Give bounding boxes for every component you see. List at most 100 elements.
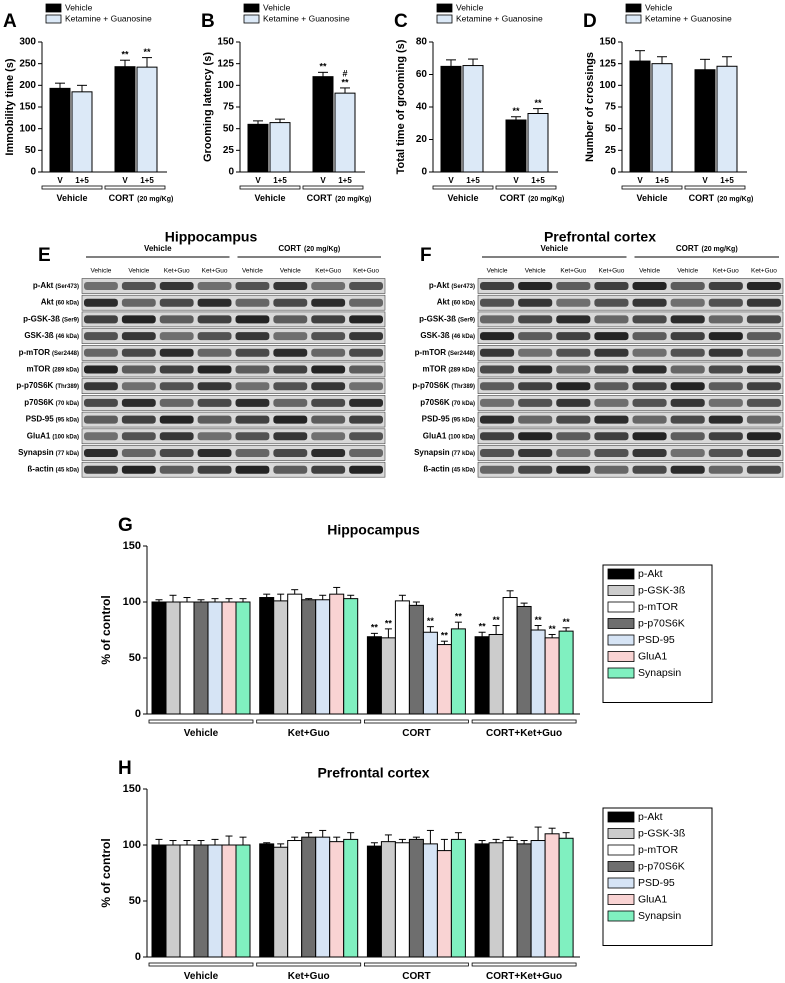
blot-band bbox=[518, 382, 553, 391]
significance: ** bbox=[385, 618, 393, 628]
blot-strip bbox=[81, 328, 386, 344]
protein-detail: (77 kDa) bbox=[452, 451, 475, 457]
lane-label: Ket+Guo bbox=[353, 268, 379, 275]
row-label: p-p70S6K (Thr389) bbox=[412, 381, 475, 390]
x-tick-label: 1+5 bbox=[466, 176, 480, 185]
legend-swatch bbox=[45, 14, 62, 24]
row-label: GluA1 (100 kDa) bbox=[27, 431, 79, 440]
group-name: CORT bbox=[402, 971, 430, 982]
panel-label: H bbox=[118, 758, 132, 779]
protein-name: GluA1 bbox=[423, 431, 447, 440]
group-bracket bbox=[621, 185, 683, 190]
blot-band bbox=[556, 332, 591, 341]
bar bbox=[273, 846, 289, 958]
blot-band bbox=[746, 382, 781, 391]
y-tick-label: 100 bbox=[217, 80, 234, 91]
legend-swatch bbox=[243, 3, 260, 13]
blot-band bbox=[311, 282, 346, 290]
panel-label: D bbox=[583, 11, 597, 32]
bar bbox=[151, 844, 167, 958]
significance: ** bbox=[319, 62, 327, 72]
blot-band bbox=[708, 398, 743, 407]
x-tick-label: 1+5 bbox=[140, 176, 154, 185]
blot-band bbox=[670, 398, 705, 407]
protein-detail: (45 kDa) bbox=[452, 467, 475, 473]
group-bracket bbox=[148, 719, 254, 724]
bar bbox=[716, 65, 738, 173]
row-label: mTOR (289 kDa) bbox=[26, 365, 79, 374]
protein-detail: (70 kDa) bbox=[56, 400, 79, 406]
bar bbox=[505, 119, 527, 173]
significance: ** bbox=[563, 617, 571, 627]
blot-band bbox=[556, 382, 591, 391]
panel-label: E bbox=[38, 245, 51, 266]
y-tick-label: 50 bbox=[129, 652, 141, 664]
bar bbox=[114, 66, 136, 173]
blot-band bbox=[594, 415, 629, 424]
chart-title: Hippocampus bbox=[327, 522, 420, 538]
blot-band bbox=[632, 382, 667, 391]
bar bbox=[315, 836, 331, 958]
blot-band bbox=[121, 298, 156, 307]
blot-band bbox=[708, 282, 743, 290]
blot-strip bbox=[81, 361, 386, 378]
blot-band bbox=[480, 332, 515, 341]
protein-detail: (45 kDa) bbox=[56, 467, 79, 473]
legend-label: GluA1 bbox=[638, 893, 667, 905]
protein-detail: (70 kDa) bbox=[452, 400, 475, 406]
row-label: p70S6K (70 kDa) bbox=[24, 398, 79, 407]
lane-label: Vehicle bbox=[280, 268, 301, 275]
bar bbox=[422, 843, 438, 958]
bar bbox=[235, 601, 251, 715]
legend-label: Synapsin bbox=[638, 910, 681, 922]
bar bbox=[259, 597, 275, 715]
x-tick-label: V bbox=[320, 176, 326, 185]
blot-band bbox=[235, 465, 270, 474]
row-label: p-GSK-3ß (Ser9) bbox=[419, 315, 475, 324]
blot-band bbox=[84, 298, 118, 307]
blot-band bbox=[197, 365, 232, 374]
blot-band bbox=[197, 449, 232, 457]
group-name: Ket+Guo bbox=[288, 728, 330, 739]
group-label: Vehicle bbox=[540, 244, 568, 253]
bar bbox=[394, 600, 410, 715]
y-tick-label: 100 bbox=[123, 839, 141, 851]
blot-band bbox=[159, 398, 194, 407]
lane-label: Vehicle bbox=[128, 268, 149, 275]
blot-band bbox=[632, 465, 667, 474]
blot-band bbox=[273, 382, 308, 391]
blot-band bbox=[556, 365, 591, 374]
group-name: CORT bbox=[307, 193, 333, 203]
group-bracket bbox=[432, 185, 494, 190]
group-label: CORT (20 mg/Kg) bbox=[278, 244, 340, 253]
lane-label: Vehicle bbox=[487, 268, 508, 275]
blot-band bbox=[556, 415, 591, 424]
y-tick-label: 20 bbox=[416, 134, 428, 145]
group-dose: (20 mg/Kg) bbox=[528, 196, 564, 203]
bar bbox=[380, 637, 396, 715]
protein-name: Synapsin bbox=[414, 448, 450, 457]
legend-label: p-GSK-3ß bbox=[638, 584, 685, 596]
blot-band bbox=[197, 398, 232, 407]
blot-band bbox=[273, 332, 308, 341]
blot-band bbox=[349, 465, 383, 474]
protein-name: p-Akt bbox=[429, 281, 450, 290]
bar bbox=[558, 837, 574, 958]
blot-band bbox=[311, 449, 346, 457]
y-tick-label: 0 bbox=[135, 708, 141, 720]
bar bbox=[544, 833, 560, 958]
blot-band bbox=[746, 298, 781, 307]
protein-detail: (46 kDa) bbox=[56, 334, 79, 340]
blot-band bbox=[197, 415, 232, 424]
legend-swatch bbox=[45, 3, 62, 13]
y-tick-label: 125 bbox=[217, 58, 234, 69]
blot-band bbox=[670, 415, 705, 424]
blot-strip bbox=[477, 461, 784, 478]
blot-band bbox=[594, 449, 629, 457]
blot-band bbox=[273, 348, 308, 357]
blot-band bbox=[197, 315, 232, 324]
blot-band bbox=[273, 449, 308, 457]
blot-strip bbox=[477, 378, 784, 395]
blot-strip bbox=[477, 395, 784, 411]
blot-band bbox=[480, 348, 515, 357]
